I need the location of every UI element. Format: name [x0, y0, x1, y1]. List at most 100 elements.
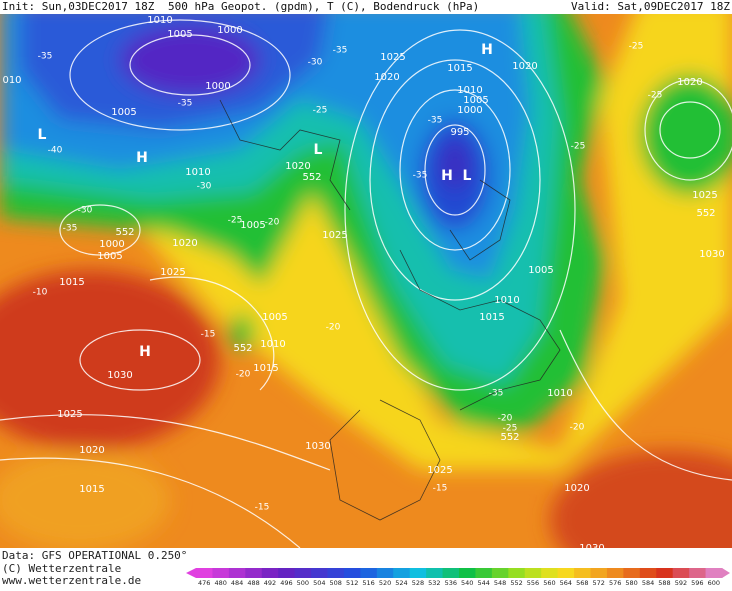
- colorbar-label: 512: [346, 579, 358, 587]
- temperature-label: -25: [629, 42, 644, 52]
- isobar-label: 552: [115, 227, 134, 238]
- temperature-label: -35: [413, 171, 428, 181]
- colorbar-label: 564: [560, 579, 572, 587]
- colorbar-label: 544: [477, 579, 489, 587]
- isobar-label: 1020: [79, 445, 104, 456]
- isobar-label: 1005: [528, 265, 553, 276]
- colorbar-label: 584: [642, 579, 654, 587]
- pressure-center: L: [314, 142, 323, 158]
- temperature-label: -35: [178, 99, 193, 109]
- colorbar-label: 576: [609, 579, 621, 587]
- pressure-center: H: [481, 42, 493, 58]
- temperature-label: -35: [63, 224, 78, 234]
- isobar-label: 1010: [147, 15, 172, 26]
- colorbar-swatch: [508, 568, 526, 578]
- colorbar-swatch: [212, 568, 230, 578]
- colorbar-swatch: [689, 568, 707, 578]
- colorbar-swatch: [442, 568, 460, 578]
- copyright: (C) Wetterzentrale: [2, 562, 121, 575]
- isobar-label: 1010: [185, 167, 210, 178]
- temperature-label: -35: [38, 52, 53, 62]
- isobar-label: 1020: [677, 77, 702, 88]
- isobar-label: 1000: [99, 239, 124, 250]
- colorbar-end: [186, 568, 196, 578]
- colorbar-label: 496: [280, 579, 292, 587]
- colorbar-label: 552: [510, 579, 522, 587]
- colorbar-swatch: [311, 568, 328, 578]
- temperature-label: -35: [333, 46, 348, 56]
- colorbar-label: 592: [675, 579, 687, 587]
- isobar-label: 1025: [692, 190, 717, 201]
- colorbar-swatch: [426, 568, 444, 578]
- colorbar-swatch: [541, 568, 559, 578]
- isobar-label: 552: [500, 432, 519, 443]
- isobar-label: 1010: [260, 339, 285, 350]
- isobar-label: 1020: [172, 238, 197, 249]
- colorbar-swatch: [574, 568, 591, 578]
- temperature-label: -15: [433, 484, 448, 494]
- colorbar-swatch: [590, 568, 608, 578]
- temperature-label: -25: [648, 91, 663, 101]
- isobar-label: 1020: [512, 61, 537, 72]
- isobar-label: 1025: [380, 52, 405, 63]
- temperature-label: -20: [570, 423, 585, 433]
- isobar-label: 1020: [564, 483, 589, 494]
- pressure-center: L: [38, 127, 47, 143]
- isobar-label: 1005: [167, 29, 192, 40]
- colorbar-swatch: [623, 568, 641, 578]
- colorbar-swatch: [228, 568, 246, 578]
- temperature-label: -35: [489, 389, 504, 399]
- isobar-label: 1015: [447, 63, 472, 74]
- pressure-center: H: [441, 168, 453, 184]
- colorbar-label: 596: [691, 579, 703, 587]
- isobar-label: 1030: [699, 249, 724, 260]
- temperature-label: -10: [33, 288, 48, 298]
- isobar-label: 1030: [579, 543, 604, 554]
- colorbar-swatch: [376, 568, 394, 578]
- colorbar: 476 480 484 488 492 496 500 504 508 512 516 520 524 5…: [186, 568, 730, 587]
- colorbar-label: 476: [198, 579, 210, 587]
- isobar-label: 1025: [427, 465, 452, 476]
- colorbar-label: 560: [543, 579, 555, 587]
- temperature-label: -25: [228, 216, 243, 226]
- colorbar-label: 500: [297, 579, 309, 587]
- temperature-label: -30: [308, 58, 323, 68]
- colorbar-label: 588: [658, 579, 670, 587]
- temperature-label: -20: [265, 218, 280, 228]
- colorbar-swatch: [360, 568, 378, 578]
- isobar-label: 1005: [240, 220, 265, 231]
- colorbar-label: 504: [313, 579, 325, 587]
- colorbar-swatch: [327, 568, 345, 578]
- colorbar-label: 572: [593, 579, 605, 587]
- colorbar-label: 508: [330, 579, 342, 587]
- colorbar-swatch: [459, 568, 476, 578]
- colorbar-label: 480: [214, 579, 226, 587]
- temperature-label: -25: [503, 424, 518, 434]
- colorbar-swatch: [639, 568, 657, 578]
- temperature-label: -30: [78, 206, 93, 216]
- colorbar-swatch: [491, 568, 509, 578]
- product: 500 hPa Geopot. (gpdm), T (C), Bodendruc…: [168, 0, 479, 13]
- data-source: Data: GFS OPERATIONAL 0.250°: [2, 549, 187, 562]
- isobar-label: 1010: [547, 388, 572, 399]
- isobar-label: 995: [450, 127, 469, 138]
- colorbar-label: 524: [395, 579, 407, 587]
- temperature-label: -25: [571, 142, 586, 152]
- isobar-label: 1005: [463, 95, 488, 106]
- temperature-label: -20: [326, 323, 341, 333]
- colorbar-label: 600: [708, 579, 720, 587]
- colorbar-swatch: [409, 568, 427, 578]
- temperature-label: -25: [313, 106, 328, 116]
- colorbar-swatch: [656, 568, 674, 578]
- colorbar-label: 516: [362, 579, 374, 587]
- colorbar-swatch: [245, 568, 263, 578]
- isobar-label: 552: [233, 343, 252, 354]
- isobar-label: 1025: [160, 267, 185, 278]
- temperature-label: -35: [428, 116, 443, 126]
- isobar-label: 1010: [457, 85, 482, 96]
- pressure-center: H: [136, 150, 148, 166]
- isobar-label: 010: [2, 75, 21, 86]
- colorbar-label: 540: [461, 579, 473, 587]
- isobar-label: 1025: [57, 409, 82, 420]
